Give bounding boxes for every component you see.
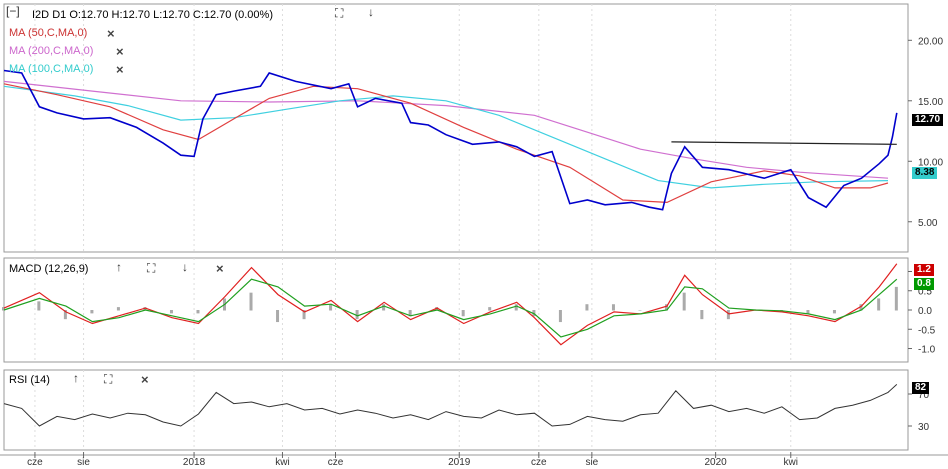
macd-histogram-bar [700, 310, 704, 320]
macd-histogram-bar [382, 304, 386, 311]
macd-histogram-bar [726, 310, 730, 320]
last-price-tag: 12.70 [912, 114, 944, 126]
rsi-line [3, 384, 898, 427]
macd-histogram-bar [859, 304, 863, 311]
macd-histogram-bar [638, 310, 642, 311]
ma50-line [3, 83, 889, 204]
fullscreen-icon[interactable]: ⛶ [147, 261, 156, 275]
price-tick-label: 20.00 [918, 36, 943, 47]
remove-rsi-button[interactable]: × [141, 372, 149, 387]
low-value: L:12.70 [153, 9, 190, 21]
minus-box-icon[interactable]: [−] [6, 4, 20, 18]
macd-tick-label: -1.0 [918, 345, 936, 356]
arrow-up-icon[interactable]: ↑ [116, 260, 122, 274]
macd-histogram-bar [329, 304, 333, 311]
macd-value-tag: 1.2 [914, 264, 934, 276]
macd-histogram-bar [877, 298, 881, 311]
macd-histogram-bar [276, 310, 280, 323]
time-tick-label: sie [77, 457, 90, 468]
close-value: C:12.70 [192, 9, 232, 21]
open-value: O:12.70 [69, 9, 109, 21]
quote-header: I2D D1 O:12.70 H:12.70 L:12.70 C:12.70 (… [32, 9, 273, 21]
high-value: H:12.70 [111, 9, 151, 21]
price-tick-label: 15.00 [918, 97, 943, 108]
macd-histogram-bar [37, 301, 41, 311]
price-tick-label: 10.00 [918, 157, 943, 168]
macd-histogram-bar [2, 307, 5, 311]
macd-histogram-bar [894, 286, 898, 311]
panel-frame-0 [3, 3, 909, 253]
macd-histogram-bar [611, 304, 615, 311]
macd-histogram-bar [682, 292, 686, 311]
macd-histogram-bar [196, 310, 200, 314]
macd-histogram-bar [806, 310, 810, 314]
macd-histogram-bar [488, 307, 492, 311]
macd-histogram-bar [665, 304, 668, 311]
macd-histogram-bar [63, 310, 67, 320]
time-tick-label: 2018 [183, 457, 206, 468]
macd-histogram-bar [585, 304, 589, 311]
macd-histogram-bar [832, 310, 836, 314]
signal-value-tag: 0.8 [914, 278, 934, 290]
change-value: (0.00%) [234, 9, 273, 21]
macd-histogram-bar [514, 304, 518, 311]
ma200-label: MA (200,C,MA,0) [9, 45, 94, 57]
macd-tick-label: 0.0 [918, 306, 932, 317]
ma100-label: MA (100,C,MA,0) [9, 63, 94, 75]
ma200-line [3, 80, 889, 179]
trend-line [671, 141, 897, 145]
time-tick-label: cze [531, 457, 547, 468]
macd-histogram-bar [558, 310, 562, 323]
time-tick-label: sie [585, 457, 598, 468]
time-tick-label: cze [27, 457, 43, 468]
remove-macd-button[interactable]: × [216, 261, 224, 276]
ma100-line [3, 85, 889, 189]
panel-frame-2 [3, 369, 909, 451]
symbol: I2D [32, 9, 50, 21]
macd-histogram-bar [461, 310, 465, 317]
rsi-tick-label: 70 [918, 390, 930, 401]
macd-histogram-bar [408, 310, 412, 317]
remove-ma100-button[interactable]: × [116, 62, 124, 77]
remove-ma200-button[interactable]: × [116, 44, 124, 59]
macd-histogram-bar [302, 310, 306, 320]
arrow-down-icon[interactable]: ↓ [368, 5, 374, 19]
macd-histogram-bar [249, 292, 253, 311]
macd-histogram-bar [90, 310, 94, 314]
rsi-label: RSI (14) [9, 374, 50, 386]
signal-line [3, 278, 898, 338]
price-line [3, 69, 898, 211]
time-tick-label: 2019 [448, 457, 471, 468]
macd-tick-label: 0.5 [918, 287, 932, 298]
macd-histogram-bar [116, 307, 120, 311]
fullscreen-icon[interactable]: ⛶ [335, 6, 344, 20]
ma50-label: MA (50,C,MA,0) [9, 27, 88, 39]
remove-ma50-button[interactable]: × [107, 26, 115, 41]
macd-histogram-bar [355, 310, 359, 320]
arrow-down-icon[interactable]: ↓ [182, 260, 188, 274]
time-tick-label: 2020 [704, 457, 727, 468]
fullscreen-icon[interactable]: ⛶ [104, 372, 113, 386]
time-tick-label: kwi [275, 457, 289, 468]
time-tick-label: kwi [784, 457, 798, 468]
interval: D1 [52, 9, 67, 21]
price-tick-label: 5.00 [918, 218, 938, 229]
time-tick-label: cze [328, 457, 344, 468]
rsi-value-tag: 82 [912, 382, 930, 394]
macd-label: MACD (12,26,9) [9, 263, 89, 275]
macd-histogram-bar [169, 310, 173, 314]
arrow-up-icon[interactable]: ↑ [73, 371, 79, 385]
ma-price-tag: 8.38 [912, 167, 938, 179]
rsi-tick-label: 30 [918, 422, 930, 433]
macd-tick-label: -0.5 [918, 325, 936, 336]
